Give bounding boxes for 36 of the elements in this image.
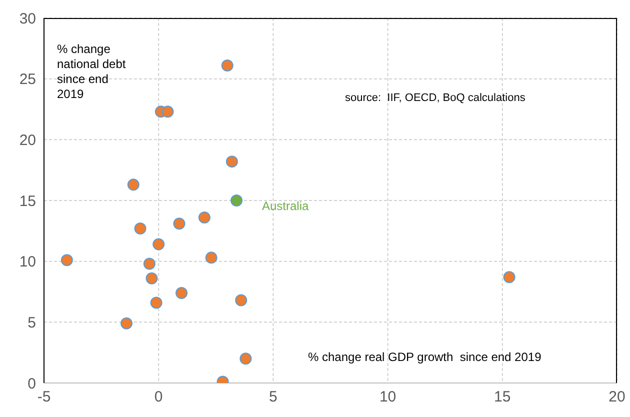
point xyxy=(143,258,156,270)
x-tick-label: 0 xyxy=(154,388,163,406)
point xyxy=(173,218,186,230)
point xyxy=(503,271,516,284)
point xyxy=(230,194,243,206)
x-tick-label: 20 xyxy=(608,388,626,406)
point xyxy=(120,317,133,330)
y-axis-title: % change national debt since end 2019 xyxy=(57,42,127,102)
point xyxy=(226,156,238,168)
point xyxy=(221,59,234,72)
y-tick-label: 10 xyxy=(19,254,36,271)
point xyxy=(146,272,158,284)
series-label: Australia xyxy=(262,198,310,213)
x-tick-label: 15 xyxy=(494,388,511,406)
x-tick-label: 10 xyxy=(379,388,396,406)
point xyxy=(152,238,165,250)
y-tick-label: 25 xyxy=(19,71,36,88)
point xyxy=(134,222,146,234)
point xyxy=(127,178,140,191)
point xyxy=(235,294,248,306)
y-tick-label: 15 xyxy=(19,192,36,210)
point xyxy=(240,352,252,365)
point xyxy=(150,296,162,309)
point xyxy=(205,252,218,264)
x-tick-label: -5 xyxy=(37,388,51,406)
x-tick-label: 5 xyxy=(269,388,278,406)
point xyxy=(198,212,210,224)
x-axis-title: % change real GDP growth since end 2019 xyxy=(308,350,542,364)
point xyxy=(60,254,73,266)
y-tick-label: 30 xyxy=(19,10,36,28)
point xyxy=(162,106,174,118)
y-tick-label: 0 xyxy=(28,375,36,392)
annotation: source: IIF, OECD, BoQ calculations xyxy=(345,92,526,104)
point xyxy=(176,286,188,299)
y-tick-label: 5 xyxy=(28,314,36,332)
y-tick-label: 20 xyxy=(19,132,36,149)
